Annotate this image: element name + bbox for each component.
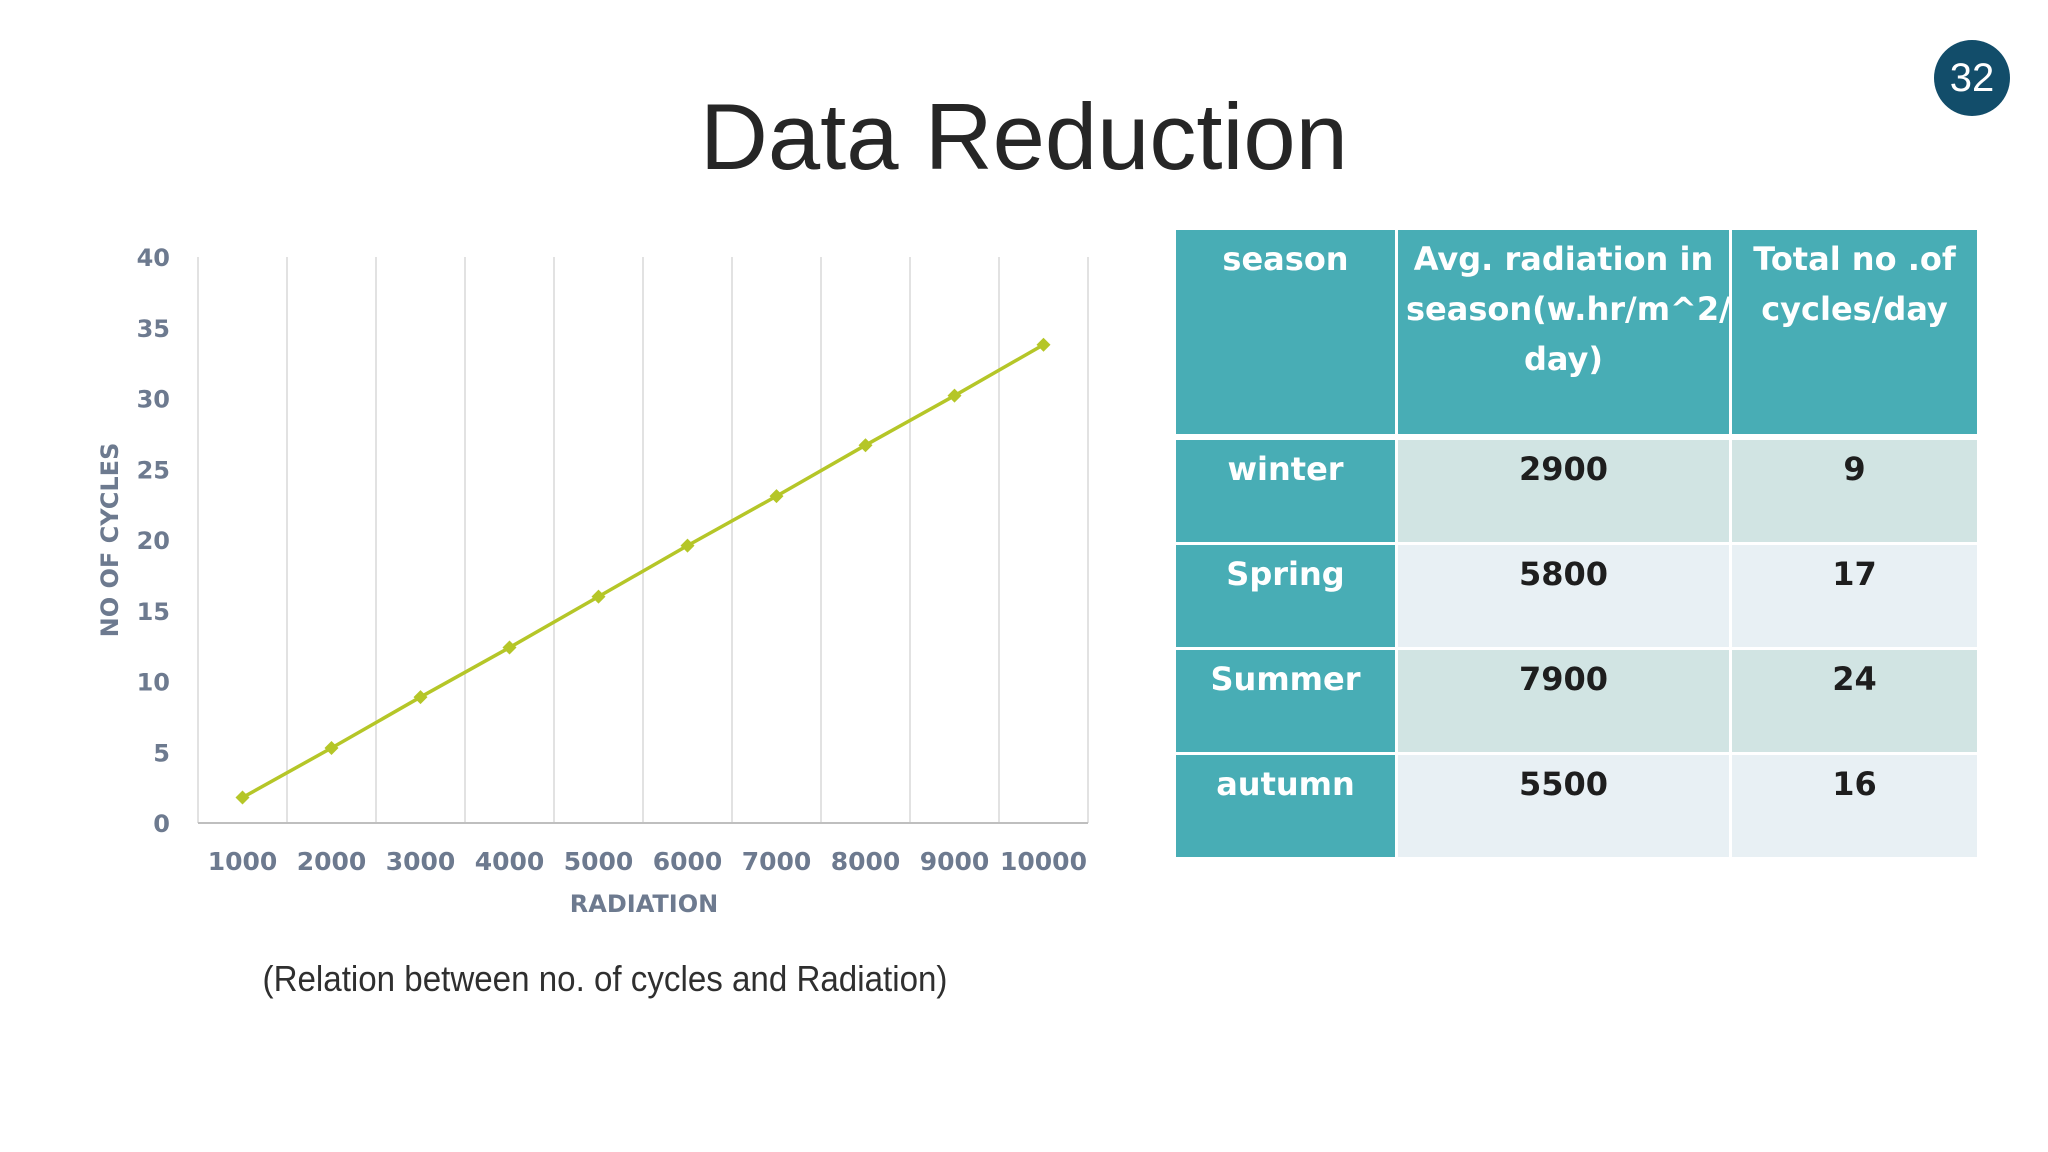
- x-tick-label: 4000: [475, 847, 545, 876]
- x-tick-label: 10000: [1000, 847, 1087, 876]
- cycles-cell: 24: [1729, 647, 1980, 755]
- data-point-marker: [235, 790, 250, 805]
- x-tick-label: 7000: [742, 847, 812, 876]
- y-tick-label: 15: [137, 598, 170, 626]
- season-table: season Avg. radiation in season(w.hr/m^2…: [1173, 227, 1980, 860]
- y-tick-label: 25: [137, 456, 170, 484]
- x-tick-label: 8000: [831, 847, 901, 876]
- y-tick-label: 0: [153, 810, 170, 838]
- data-point-marker: [1036, 337, 1051, 352]
- y-tick-label: 5: [153, 739, 170, 767]
- radiation-cell: 2900: [1395, 434, 1732, 545]
- header-total-cycles: Total no .of cycles/day: [1729, 227, 1980, 439]
- radiation-cell: 7900: [1395, 647, 1732, 755]
- line-chart: 0 5 10 15 20 25 30 35 40 1000 2000 3000 4000 5000 600…: [96, 244, 1089, 918]
- data-point-marker: [947, 388, 962, 403]
- radiation-cell: 5500: [1395, 752, 1732, 860]
- cycles-cell: 9: [1729, 434, 1980, 545]
- x-tick-label: 1000: [208, 847, 278, 876]
- radiation-cell: 5800: [1395, 542, 1732, 650]
- data-point-marker: [413, 690, 428, 705]
- data-point-marker: [769, 489, 784, 504]
- x-tick-label: 6000: [653, 847, 723, 876]
- y-axis-title: NO OF CYCLES: [96, 443, 124, 638]
- cycles-cell: 17: [1729, 542, 1980, 650]
- cycles-cell: 16: [1729, 752, 1980, 860]
- x-axis-title: RADIATION: [570, 890, 718, 918]
- header-season: season: [1173, 227, 1398, 439]
- x-tick-labels: 1000 2000 3000 4000 5000 6000 7000 8000 9000 1000…: [208, 847, 1087, 876]
- y-tick-labels: 0 5 10 15 20 25 30 35 40: [137, 244, 170, 838]
- x-tick-label: 9000: [920, 847, 990, 876]
- table-row: winter 2900 9: [1173, 434, 1980, 545]
- data-point-marker: [502, 640, 517, 655]
- table-row: Spring 5800 17: [1173, 542, 1980, 650]
- y-tick-label: 35: [137, 315, 170, 343]
- x-tick-label: 3000: [386, 847, 456, 876]
- slide-title: Data Reduction: [700, 84, 1348, 189]
- header-avg-radiation: Avg. radiation in season(w.hr/m^2/ day): [1395, 227, 1732, 439]
- season-cell: Spring: [1173, 542, 1398, 650]
- table-row: autumn 5500 16: [1173, 752, 1980, 860]
- y-tick-label: 20: [137, 527, 170, 555]
- x-tick-label: 2000: [297, 847, 367, 876]
- table-row: Summer 7900 24: [1173, 647, 1980, 755]
- x-tick-label: 5000: [564, 847, 634, 876]
- data-point-marker: [680, 538, 695, 553]
- slide-number-badge: 32: [1934, 40, 2010, 116]
- season-cell: Summer: [1173, 647, 1398, 755]
- chart-series: [235, 337, 1051, 805]
- data-point-marker: [591, 589, 606, 604]
- season-cell: winter: [1173, 434, 1398, 545]
- y-tick-label: 40: [137, 244, 170, 272]
- y-tick-label: 10: [137, 669, 170, 697]
- data-point-marker: [858, 438, 873, 453]
- series-line: [241, 343, 1045, 800]
- table-header-row: season Avg. radiation in season(w.hr/m^2…: [1173, 227, 1980, 439]
- chart-grid: [286, 257, 1089, 823]
- y-tick-label: 30: [137, 386, 170, 414]
- data-point-marker: [324, 741, 339, 756]
- season-cell: autumn: [1173, 752, 1398, 860]
- chart-axes: [197, 257, 1088, 824]
- chart-caption: (Relation between no. of cycles and Radi…: [262, 958, 948, 999]
